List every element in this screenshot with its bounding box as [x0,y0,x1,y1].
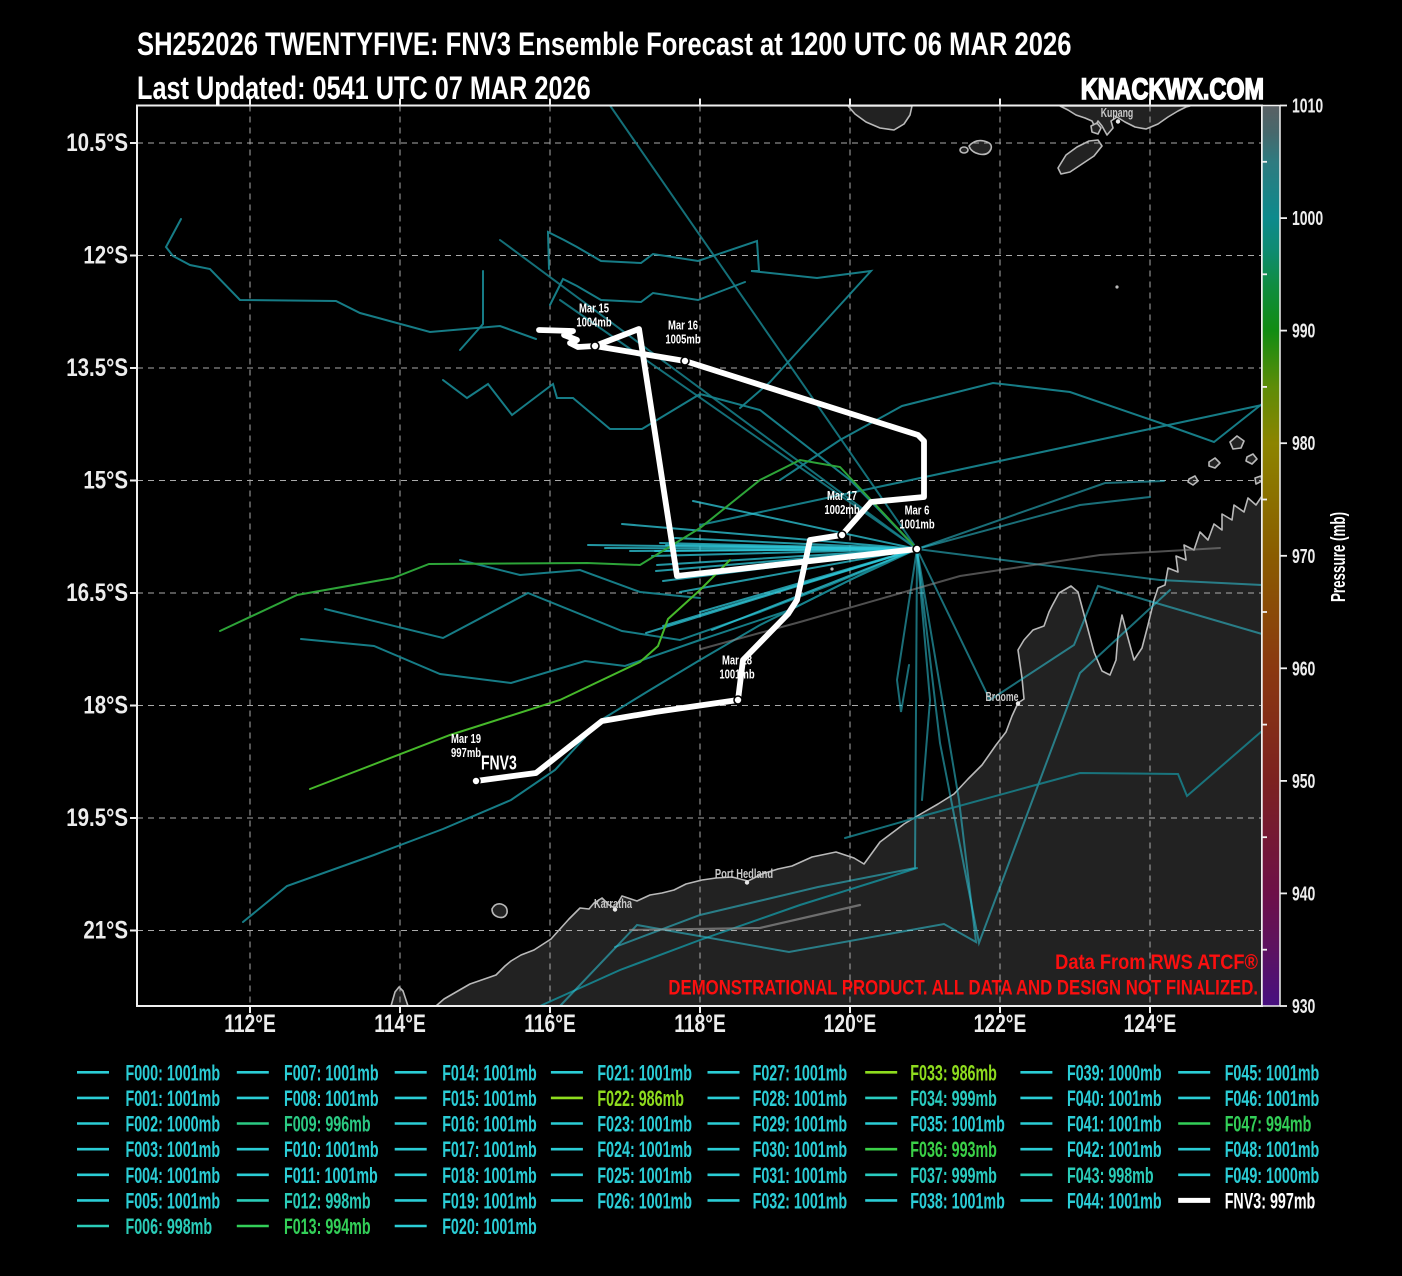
svg-text:F036: 993mb: F036: 993mb [910,1137,997,1162]
svg-text:1001mb: 1001mb [719,668,754,682]
svg-text:19.5°S: 19.5°S [66,803,128,831]
svg-text:F008: 1001mb: F008: 1001mb [284,1086,379,1111]
svg-text:F017: 1001mb: F017: 1001mb [442,1137,537,1162]
svg-text:F035: 1001mb: F035: 1001mb [910,1111,1005,1136]
svg-text:F045: 1001mb: F045: 1001mb [1225,1060,1320,1085]
svg-text:1000: 1000 [1292,207,1323,230]
svg-text:F032: 1001mb: F032: 1001mb [753,1188,848,1213]
svg-text:F012: 998mb: F012: 998mb [284,1188,371,1213]
svg-text:F009: 996mb: F009: 996mb [284,1111,371,1136]
svg-text:12°S: 12°S [83,241,128,269]
svg-text:F046: 1001mb: F046: 1001mb [1225,1086,1320,1111]
svg-text:F007: 1001mb: F007: 1001mb [284,1060,379,1085]
svg-text:15°S: 15°S [83,466,128,494]
svg-text:F005: 1001mb: F005: 1001mb [126,1188,221,1213]
svg-text:F024: 1001mb: F024: 1001mb [597,1137,692,1162]
svg-text:980: 980 [1292,432,1315,455]
svg-text:F047: 994mb: F047: 994mb [1225,1111,1312,1136]
svg-text:F027: 1001mb: F027: 1001mb [753,1060,848,1085]
svg-text:F001: 1001mb: F001: 1001mb [126,1086,221,1111]
svg-text:930: 930 [1292,994,1315,1017]
svg-text:960: 960 [1292,657,1315,680]
svg-text:112°E: 112°E [224,1010,276,1038]
svg-text:Mar 19: Mar 19 [451,733,481,747]
svg-text:F021: 1001mb: F021: 1001mb [597,1060,692,1085]
svg-text:F040: 1001mb: F040: 1001mb [1067,1086,1162,1111]
svg-text:1005mb: 1005mb [665,333,700,347]
svg-text:F014: 1001mb: F014: 1001mb [442,1060,537,1085]
svg-text:F041: 1001mb: F041: 1001mb [1067,1111,1162,1136]
svg-text:F029: 1001mb: F029: 1001mb [753,1111,848,1136]
svg-text:F022: 986mb: F022: 986mb [597,1086,684,1111]
svg-text:13.5°S: 13.5°S [66,353,128,381]
svg-text:F006: 998mb: F006: 998mb [126,1214,213,1239]
svg-text:F003: 1001mb: F003: 1001mb [126,1137,221,1162]
svg-text:1001mb: 1001mb [899,518,934,532]
svg-text:940: 940 [1292,882,1315,905]
svg-text:16.5°S: 16.5°S [66,578,128,606]
svg-text:Mar 17: Mar 17 [827,490,857,504]
svg-text:Port Hedland: Port Hedland [715,868,773,882]
svg-text:F044: 1001mb: F044: 1001mb [1067,1188,1162,1213]
svg-text:Mar 18: Mar 18 [722,654,752,668]
svg-text:SH252026 TWENTYFIVE: FNV3 Ense: SH252026 TWENTYFIVE: FNV3 Ensemble Forec… [137,27,1071,62]
svg-text:F004: 1001mb: F004: 1001mb [126,1163,221,1188]
svg-text:F048: 1001mb: F048: 1001mb [1225,1137,1320,1162]
svg-text:124°E: 124°E [1124,1010,1177,1038]
svg-text:DEMONSTRATIONAL PRODUCT. ALL D: DEMONSTRATIONAL PRODUCT. ALL DATA AND DE… [668,977,1258,1000]
svg-text:Last Updated: 0541 UTC 07 MAR: Last Updated: 0541 UTC 07 MAR 2026 [137,71,591,107]
svg-text:F000: 1001mb: F000: 1001mb [126,1060,221,1085]
svg-text:F015: 1001mb: F015: 1001mb [442,1086,537,1111]
svg-text:FNV3: FNV3 [481,751,517,774]
svg-text:F023: 1001mb: F023: 1001mb [597,1111,692,1136]
svg-text:F019: 1001mb: F019: 1001mb [442,1188,537,1213]
svg-text:114°E: 114°E [374,1010,426,1038]
svg-text:1002mb: 1002mb [824,504,859,518]
svg-text:F049: 1000mb: F049: 1000mb [1225,1163,1320,1188]
svg-text:18°S: 18°S [83,691,128,719]
svg-text:Pressure (mb): Pressure (mb) [1327,512,1349,602]
svg-text:F028: 1001mb: F028: 1001mb [753,1086,848,1111]
svg-text:F033: 986mb: F033: 986mb [910,1060,997,1085]
svg-text:KNACKWX.COM: KNACKWX.COM [1081,72,1264,105]
svg-text:F038: 1001mb: F038: 1001mb [910,1188,1005,1213]
svg-text:118°E: 118°E [674,1010,726,1038]
svg-text:Broome: Broome [986,691,1019,705]
svg-text:21°S: 21°S [83,916,128,944]
svg-text:F039: 1000mb: F039: 1000mb [1067,1060,1162,1085]
svg-text:F025: 1001mb: F025: 1001mb [597,1163,692,1188]
svg-text:F031: 1001mb: F031: 1001mb [753,1163,848,1188]
svg-text:120°E: 120°E [824,1010,877,1038]
svg-text:F016: 1001mb: F016: 1001mb [442,1111,537,1136]
svg-text:F043: 998mb: F043: 998mb [1067,1163,1154,1188]
svg-text:116°E: 116°E [524,1010,576,1038]
svg-text:F013: 994mb: F013: 994mb [284,1214,371,1239]
svg-text:990: 990 [1292,319,1315,342]
svg-text:Data From RWS ATCF®: Data From RWS ATCF® [1055,951,1258,975]
svg-text:Mar 15: Mar 15 [579,302,610,316]
svg-text:F018: 1001mb: F018: 1001mb [442,1163,537,1188]
svg-text:F010: 1001mb: F010: 1001mb [284,1137,379,1162]
svg-text:F011: 1001mb: F011: 1001mb [284,1163,378,1188]
svg-text:F030: 1001mb: F030: 1001mb [753,1137,848,1162]
svg-text:Mar 16: Mar 16 [668,319,698,333]
svg-text:F002: 1000mb: F002: 1000mb [126,1111,221,1136]
svg-text:F020: 1001mb: F020: 1001mb [442,1214,537,1239]
svg-text:F034: 999mb: F034: 999mb [910,1086,997,1111]
svg-text:1004mb: 1004mb [576,316,611,330]
svg-text:950: 950 [1292,769,1315,792]
svg-text:122°E: 122°E [974,1010,1027,1038]
svg-text:Karratha: Karratha [594,898,633,912]
svg-text:F026: 1001mb: F026: 1001mb [597,1188,692,1213]
svg-text:F042: 1001mb: F042: 1001mb [1067,1137,1162,1162]
svg-text:FNV3: 997mb: FNV3: 997mb [1225,1188,1316,1213]
svg-text:Mar 6: Mar 6 [905,504,930,518]
svg-text:970: 970 [1292,544,1315,567]
svg-text:10.5°S: 10.5°S [66,128,128,156]
svg-text:F037: 999mb: F037: 999mb [910,1163,997,1188]
svg-text:Kupang: Kupang [1101,107,1134,121]
svg-text:997mb: 997mb [451,747,481,761]
svg-text:1010: 1010 [1292,94,1323,117]
